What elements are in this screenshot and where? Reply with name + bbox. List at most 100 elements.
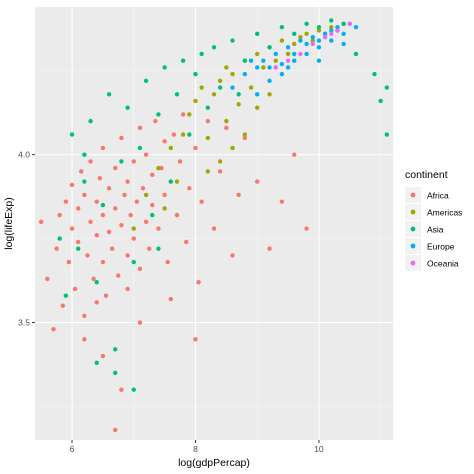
point-africa: [63, 199, 69, 204]
point-europe: [316, 45, 322, 50]
point-africa: [137, 320, 143, 325]
point-asia: [131, 387, 136, 392]
point-americas: [143, 192, 149, 198]
point-europe: [316, 58, 322, 63]
point-europe: [316, 38, 322, 43]
point-africa: [131, 159, 136, 164]
point-americas: [248, 85, 254, 90]
point-europe: [304, 41, 309, 47]
point-oceania: [285, 58, 291, 63]
legend-label: Asia: [427, 225, 444, 235]
point-asia: [119, 159, 124, 164]
point-africa: [100, 259, 106, 265]
point-africa: [143, 219, 149, 225]
point-africa: [113, 427, 118, 433]
point-africa: [97, 175, 103, 181]
point-oceania: [322, 35, 328, 40]
point-asia: [384, 132, 390, 137]
point-asia: [94, 360, 99, 365]
point-africa: [134, 199, 140, 204]
point-africa: [177, 159, 183, 164]
point-europe: [292, 58, 297, 63]
point-oceania: [347, 21, 352, 26]
point-asia: [255, 31, 260, 37]
point-africa: [199, 199, 204, 204]
point-asia: [88, 118, 93, 124]
point-africa: [255, 179, 260, 184]
point-africa: [193, 337, 198, 342]
point-oceania: [273, 65, 278, 70]
point-asia: [69, 132, 75, 137]
legend-label: Americas: [427, 208, 462, 218]
point-africa: [193, 145, 198, 151]
point-americas: [156, 165, 161, 171]
point-europe: [341, 31, 346, 37]
y-tick-label: 4.0: [18, 150, 30, 160]
plot-panel: [35, 7, 393, 440]
point-americas: [217, 78, 223, 84]
point-africa: [76, 239, 81, 245]
point-asia: [131, 259, 136, 265]
point-africa: [94, 300, 99, 305]
x-axis-title: log(gdpPercap): [178, 457, 250, 469]
point-oceania: [298, 51, 303, 57]
point-americas: [242, 132, 248, 137]
legend-key-oceania: [410, 260, 416, 266]
point-africa: [82, 313, 87, 319]
x-tick-label: 8: [193, 444, 198, 454]
point-europe: [279, 71, 285, 77]
point-asia: [329, 18, 334, 23]
point-europe: [329, 38, 334, 43]
point-africa: [88, 219, 93, 225]
point-africa: [103, 293, 109, 298]
point-africa: [100, 145, 106, 151]
point-europe: [285, 45, 291, 50]
point-africa: [165, 259, 170, 265]
point-americas: [310, 38, 315, 43]
point-africa: [143, 152, 149, 157]
point-africa: [116, 273, 121, 278]
point-africa: [150, 202, 155, 208]
point-asia: [230, 38, 235, 43]
point-asia: [168, 179, 173, 184]
point-asia: [384, 85, 390, 90]
point-europe: [230, 85, 235, 90]
point-africa: [156, 226, 161, 231]
point-americas: [205, 135, 211, 141]
x-tick-label: 6: [70, 444, 75, 454]
point-africa: [119, 222, 124, 228]
point-africa: [162, 139, 167, 144]
point-asia: [82, 179, 87, 184]
point-africa: [66, 259, 72, 265]
panel-background: [35, 7, 393, 440]
point-asia: [205, 105, 211, 110]
point-asia: [76, 246, 81, 251]
point-americas: [316, 28, 322, 33]
point-africa: [184, 239, 189, 245]
point-asia: [100, 202, 106, 208]
point-africa: [109, 246, 115, 251]
point-africa: [76, 206, 81, 211]
point-asia: [82, 152, 87, 157]
point-africa: [153, 118, 158, 124]
point-africa: [292, 152, 297, 157]
point-africa: [38, 219, 44, 225]
point-africa: [146, 246, 152, 251]
point-asia: [63, 293, 69, 298]
point-africa: [174, 212, 180, 218]
point-americas: [255, 105, 260, 110]
point-africa: [162, 192, 167, 198]
point-africa: [137, 125, 143, 131]
point-africa: [211, 226, 217, 231]
legend-key-asia: [410, 226, 416, 232]
point-africa: [119, 387, 124, 392]
point-africa: [137, 266, 143, 272]
point-americas: [255, 51, 260, 57]
point-asia: [242, 58, 248, 63]
point-americas: [168, 145, 173, 151]
point-africa: [125, 179, 130, 184]
point-oceania: [335, 28, 340, 33]
legend-label: Oceania: [427, 259, 459, 269]
y-axis-title: log(lifeExp): [3, 197, 15, 250]
point-americas: [174, 179, 180, 184]
